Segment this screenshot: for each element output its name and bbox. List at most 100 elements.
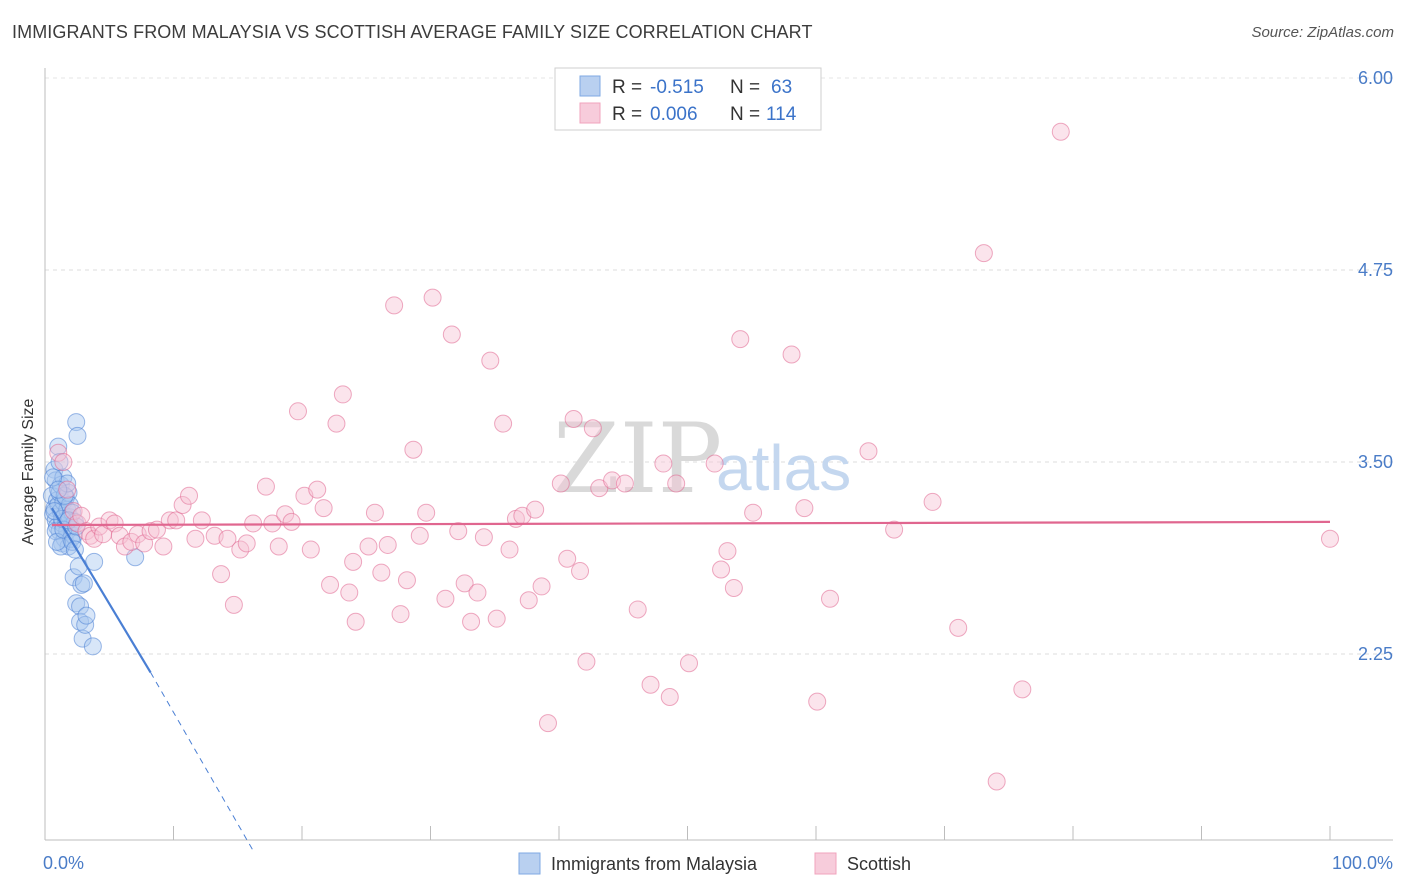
point-scottish xyxy=(712,560,731,579)
x-tick-label-min: 0.0% xyxy=(43,853,84,873)
legend-r-label-scottish: R = xyxy=(612,104,642,125)
point-scottish xyxy=(110,526,129,545)
point-scottish xyxy=(494,414,513,433)
bottom-legend-label-malaysia: Immigrants from Malaysia xyxy=(551,854,758,874)
point-scottish xyxy=(564,409,583,428)
point-scottish xyxy=(141,522,160,541)
legend-swatch-scottish xyxy=(579,102,601,124)
point-scottish xyxy=(680,654,698,673)
point-scottish xyxy=(571,562,590,581)
point-scottish xyxy=(58,480,77,499)
point-scottish xyxy=(731,330,750,349)
y-tick-label: 3.50 xyxy=(1358,452,1393,472)
point-scottish xyxy=(237,534,256,553)
point-scottish xyxy=(455,574,474,593)
point-scottish xyxy=(1051,122,1070,141)
legend-n-label-scottish: N = xyxy=(730,104,760,125)
bottom-legend-swatch-malaysia xyxy=(518,852,541,875)
point-scottish xyxy=(327,414,346,433)
point-scottish xyxy=(436,589,455,608)
point-scottish xyxy=(301,540,320,559)
legend-swatch-malaysia xyxy=(579,75,601,97)
point-scottish xyxy=(410,526,429,545)
point-scottish xyxy=(468,583,487,602)
axes xyxy=(44,68,1393,841)
point-scottish xyxy=(180,486,199,505)
point-malaysia xyxy=(50,453,69,471)
point-scottish xyxy=(378,535,397,554)
legend-r-label-malaysia: R = xyxy=(612,77,642,98)
point-scottish xyxy=(282,512,301,531)
y-tick-label: 2.25 xyxy=(1358,644,1393,664)
point-scottish xyxy=(49,443,68,462)
point-scottish xyxy=(949,618,968,637)
point-scottish xyxy=(224,595,243,614)
point-scottish xyxy=(218,529,237,548)
point-scottish xyxy=(641,675,660,694)
y-tick-label: 6.00 xyxy=(1358,68,1393,88)
point-scottish xyxy=(346,612,365,631)
point-scottish xyxy=(72,506,91,525)
point-scottish xyxy=(885,520,904,539)
trend-line-malaysia xyxy=(50,507,152,673)
point-scottish xyxy=(462,612,481,631)
point-scottish xyxy=(54,453,73,471)
point-scottish xyxy=(782,345,801,364)
point-scottish xyxy=(923,492,942,511)
y-axis-label: Average Family Size xyxy=(20,398,37,545)
point-scottish xyxy=(615,474,634,493)
x-tick-labels: 0.0% 100.0% xyxy=(43,853,1393,873)
point-scottish xyxy=(154,537,173,556)
legend-n-label-malaysia: N = xyxy=(730,77,760,98)
point-scottish xyxy=(333,385,352,404)
trend-line-malaysia-extension xyxy=(150,672,254,851)
point-scottish xyxy=(583,419,602,438)
point-malaysia xyxy=(85,552,104,571)
point-scottish xyxy=(173,496,192,515)
point-scottish xyxy=(795,499,814,518)
point-malaysia xyxy=(74,574,93,593)
legend-n-value-scottish: 114 xyxy=(766,104,797,125)
point-scottish xyxy=(397,571,416,590)
legend-r-value-malaysia: -0.515 xyxy=(650,77,704,98)
point-scottish xyxy=(526,500,545,519)
point-scottish xyxy=(359,537,378,556)
point-malaysia xyxy=(67,517,86,536)
point-scottish xyxy=(256,477,275,496)
trend-lines xyxy=(50,507,1331,851)
point-malaysia xyxy=(68,426,87,445)
point-scottish xyxy=(859,442,878,461)
point-scottish xyxy=(365,503,384,522)
point-scottish xyxy=(487,609,506,628)
point-scottish xyxy=(212,565,231,584)
trend-line-scottish xyxy=(51,520,1331,527)
point-scottish xyxy=(519,591,538,610)
point-scottish xyxy=(654,454,673,473)
point-scottish xyxy=(987,772,1006,791)
point-malaysia xyxy=(73,629,92,648)
y-tick-label: 4.75 xyxy=(1358,260,1393,280)
point-malaysia xyxy=(67,413,86,432)
legend-n-value-malaysia: 63 xyxy=(771,77,792,98)
point-scottish xyxy=(744,503,763,522)
point-scottish xyxy=(372,563,391,582)
bottom-legend-label-scottish: Scottish xyxy=(847,854,911,874)
point-scottish xyxy=(344,552,363,571)
point-scottish xyxy=(724,578,743,597)
point-scottish xyxy=(500,540,519,559)
point-scottish xyxy=(186,529,205,548)
point-scottish xyxy=(385,296,404,315)
bottom-legend-swatch-scottish xyxy=(814,852,837,875)
point-scottish xyxy=(660,688,679,707)
point-scottish xyxy=(442,325,461,344)
legend-r-value-scottish: 0.006 xyxy=(650,104,698,125)
point-scottish xyxy=(474,528,493,547)
point-scottish xyxy=(340,583,359,602)
point-scottish xyxy=(1013,680,1032,699)
point-scottish xyxy=(1321,529,1339,548)
point-scottish xyxy=(628,600,647,619)
point-scottish xyxy=(532,577,551,596)
x-tick-label-max: 100.0% xyxy=(1332,853,1393,873)
point-scottish xyxy=(974,244,993,263)
